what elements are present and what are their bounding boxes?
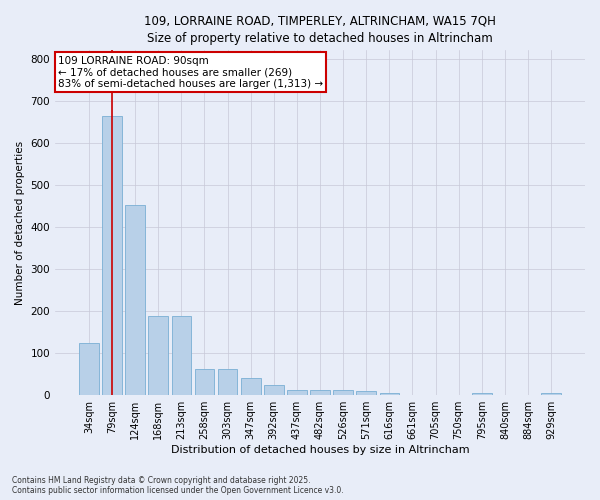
Bar: [264, 384, 284, 395]
Bar: [241, 378, 260, 395]
Bar: [172, 316, 191, 395]
Bar: [79, 342, 99, 395]
Bar: [334, 390, 353, 395]
Bar: [310, 390, 330, 395]
Title: 109, LORRAINE ROAD, TIMPERLEY, ALTRINCHAM, WA15 7QH
Size of property relative to: 109, LORRAINE ROAD, TIMPERLEY, ALTRINCHA…: [144, 15, 496, 45]
Bar: [356, 391, 376, 395]
Bar: [125, 204, 145, 395]
Bar: [287, 390, 307, 395]
Bar: [541, 393, 561, 395]
X-axis label: Distribution of detached houses by size in Altrincham: Distribution of detached houses by size …: [171, 445, 469, 455]
Bar: [218, 369, 238, 395]
Y-axis label: Number of detached properties: Number of detached properties: [15, 140, 25, 305]
Text: 109 LORRAINE ROAD: 90sqm
← 17% of detached houses are smaller (269)
83% of semi-: 109 LORRAINE ROAD: 90sqm ← 17% of detach…: [58, 56, 323, 88]
Bar: [148, 316, 168, 395]
Text: Contains HM Land Registry data © Crown copyright and database right 2025.
Contai: Contains HM Land Registry data © Crown c…: [12, 476, 344, 495]
Bar: [194, 369, 214, 395]
Bar: [472, 393, 491, 395]
Bar: [102, 116, 122, 395]
Bar: [380, 393, 399, 395]
